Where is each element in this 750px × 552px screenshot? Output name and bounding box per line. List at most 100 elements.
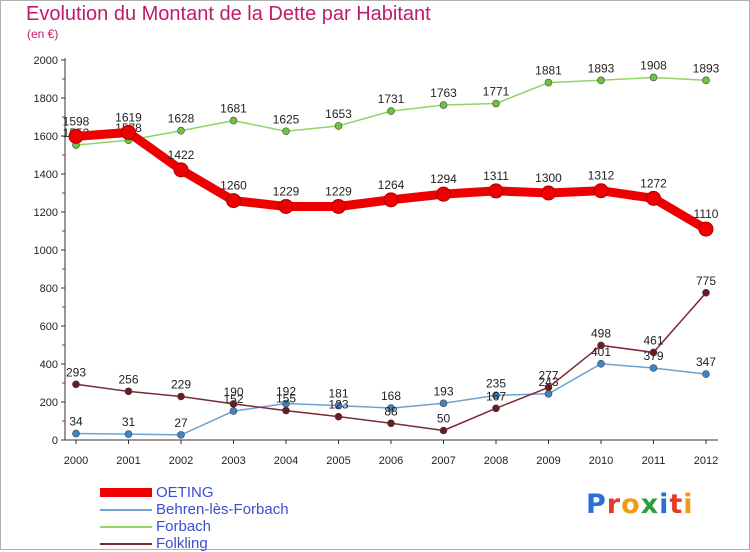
- data-label: 1771: [483, 85, 510, 99]
- data-point: [278, 198, 294, 214]
- data-point: [387, 419, 395, 428]
- data-label: 168: [381, 389, 401, 403]
- data-point: [439, 399, 448, 408]
- data-point: [124, 430, 133, 438]
- x-tick-label: 2008: [484, 455, 508, 467]
- data-point: [282, 406, 290, 415]
- data-point: [597, 360, 605, 368]
- logo-letter: i: [683, 489, 694, 520]
- data-point: [383, 192, 399, 208]
- data-label: 1893: [588, 61, 615, 75]
- data-point: [177, 126, 185, 135]
- y-tick-label: 600: [40, 321, 58, 333]
- data-label: 1229: [273, 184, 300, 198]
- x-tick-label: 2007: [431, 455, 455, 467]
- data-point: [68, 128, 84, 144]
- y-tick-label: 1600: [34, 131, 58, 143]
- data-point: [541, 185, 556, 201]
- data-point: [698, 221, 714, 237]
- data-label: 88: [384, 404, 398, 418]
- data-label: 27: [174, 416, 188, 430]
- y-tick-label: 1200: [34, 207, 58, 219]
- data-label: 1311: [483, 169, 509, 183]
- x-tick-label: 2004: [274, 455, 298, 467]
- data-point: [597, 76, 605, 85]
- logo-letter: P: [586, 489, 607, 520]
- legend-label: Forbach: [156, 518, 212, 535]
- data-label: 1598: [63, 114, 90, 128]
- logo-letter: o: [621, 489, 641, 520]
- data-point: [439, 426, 448, 435]
- data-point: [649, 364, 658, 372]
- data-point: [229, 116, 238, 125]
- data-label: 1908: [640, 58, 667, 72]
- legend-item: OETING: [100, 484, 289, 501]
- y-tick-label: 1800: [34, 93, 58, 105]
- data-point: [334, 122, 343, 130]
- x-tick-label: 2012: [694, 455, 718, 467]
- data-point: [488, 183, 504, 199]
- logo-letter: t: [669, 489, 684, 520]
- data-label: 229: [171, 377, 191, 391]
- data-label: 498: [591, 326, 611, 340]
- legend-label: Behren-lès-Forbach: [156, 501, 289, 518]
- data-label: 1893: [693, 61, 720, 75]
- data-point: [702, 76, 710, 85]
- data-point: [597, 341, 605, 350]
- y-tick-label: 0: [52, 435, 58, 447]
- x-tick-label: 2006: [379, 455, 403, 467]
- data-label: 1763: [430, 86, 457, 100]
- data-point: [593, 183, 609, 199]
- x-tick-label: 2011: [642, 455, 666, 467]
- data-label: 34: [69, 415, 83, 429]
- legend-swatch: [100, 508, 152, 511]
- data-label: 256: [118, 372, 138, 386]
- x-tick-label: 2001: [116, 455, 140, 467]
- data-label: 1272: [640, 176, 667, 190]
- data-label: 50: [437, 412, 451, 426]
- data-label: 1110: [694, 207, 719, 221]
- x-tick-label: 2005: [326, 455, 350, 467]
- x-tick-label: 2009: [536, 455, 560, 467]
- data-point: [492, 404, 500, 413]
- y-tick-label: 2000: [34, 55, 58, 67]
- data-point: [177, 392, 185, 401]
- x-tick-label: 2003: [221, 455, 245, 467]
- data-label: 1653: [325, 107, 352, 121]
- data-label: 1264: [378, 178, 405, 192]
- data-point: [702, 370, 710, 378]
- legend-swatch: [100, 542, 152, 545]
- x-tick-label: 2000: [64, 455, 88, 467]
- data-label: 190: [223, 385, 243, 399]
- data-label: 155: [276, 392, 296, 406]
- data-point: [124, 387, 133, 396]
- legend-label: OETING: [156, 484, 214, 501]
- data-label: 1294: [430, 172, 457, 186]
- chart-title: Evolution du Montant de la Dette par Hab…: [26, 3, 431, 25]
- logo-letter: r: [606, 489, 622, 520]
- data-label: 1625: [273, 112, 300, 126]
- legend-label: Folkling: [156, 535, 208, 552]
- data-label: 293: [66, 365, 86, 379]
- data-label: 1731: [378, 92, 405, 106]
- data-label: 181: [328, 387, 348, 401]
- data-point: [173, 162, 189, 178]
- data-point: [436, 186, 451, 202]
- legend-item: Folkling: [100, 535, 289, 552]
- data-point: [544, 390, 553, 398]
- data-point: [334, 401, 343, 410]
- data-label: 1312: [588, 169, 615, 183]
- data-label: 1260: [220, 179, 247, 193]
- data-point: [229, 407, 238, 415]
- data-label: 347: [696, 355, 716, 369]
- y-tick-label: 800: [40, 283, 58, 295]
- x-tick-label: 2010: [589, 455, 613, 467]
- data-label: 401: [591, 345, 611, 359]
- data-point: [387, 404, 395, 412]
- data-label: 235: [486, 376, 506, 390]
- data-point: [544, 383, 553, 392]
- data-point: [331, 198, 346, 214]
- data-label: 277: [538, 368, 558, 382]
- data-label: 243: [538, 375, 558, 389]
